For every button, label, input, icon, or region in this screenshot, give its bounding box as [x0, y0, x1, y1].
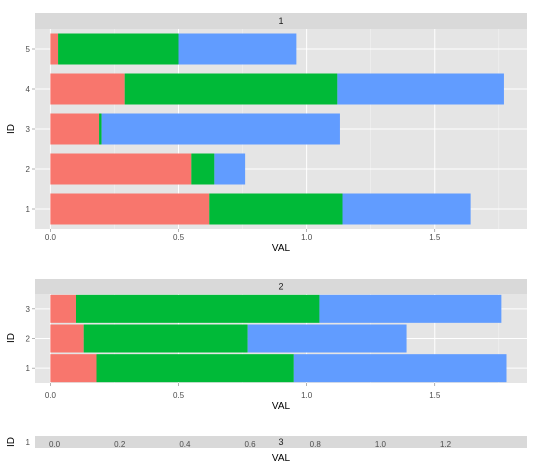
- bar-segment-2-id-4: [124, 73, 338, 105]
- x-tick-label: 1.0: [301, 391, 313, 400]
- x-tick-label: 1.0: [375, 440, 387, 449]
- y-tick-label: 1: [26, 205, 31, 214]
- bar-segment-3-id-4: [337, 73, 504, 105]
- bar-segment-3-id-2: [247, 324, 407, 353]
- x-tick-label: 0.0: [45, 233, 57, 242]
- bar-segment-3-id-5: [178, 33, 297, 65]
- x-tick-label: 0.5: [173, 233, 185, 242]
- x-tick-label: 0.4: [179, 440, 191, 449]
- facet-strip: [35, 436, 527, 448]
- bar-segment-2-id-2: [83, 324, 248, 353]
- facet-panel-1: 1 0.0 0.5 1.0 1.5 1 2 3 4 5 VAL ID: [6, 13, 527, 254]
- y-tick-label: 4: [26, 85, 31, 94]
- y-tick-label: 1: [26, 364, 31, 373]
- y-axis-title: ID: [6, 437, 17, 447]
- x-tick-label: 0.8: [310, 440, 322, 449]
- bar-segment-1-id-1: [50, 193, 210, 225]
- x-tick-label: 1.5: [429, 391, 441, 400]
- bar-segment-1-id-4: [50, 73, 125, 105]
- x-axis-title: VAL: [272, 401, 291, 412]
- bar-segment-3-id-1: [293, 354, 507, 383]
- bar-segment-1-id-3: [50, 294, 76, 323]
- facet-panel-3: 3 0.0 0.2 0.4 0.6 0.8 1.0 1.2 1 VAL ID: [6, 436, 527, 464]
- x-tick-label: 0.0: [45, 391, 57, 400]
- y-tick-label: 2: [26, 165, 31, 174]
- bar-segment-3-id-2: [214, 153, 246, 185]
- y-tick-label: 3: [26, 305, 31, 314]
- bar-segment-2-id-2: [191, 153, 215, 185]
- x-tick-label: 0.0: [49, 440, 61, 449]
- bar-segment-1-id-5: [50, 33, 59, 65]
- facet-strip: [35, 279, 527, 294]
- x-tick-label: 1.5: [429, 233, 441, 242]
- x-tick-label: 1.2: [440, 440, 452, 449]
- x-axis-title: VAL: [272, 453, 291, 464]
- bar-segment-2-id-1: [96, 354, 294, 383]
- bar-segment-3-id-3: [101, 113, 340, 145]
- y-tick-label: 2: [26, 335, 31, 344]
- bar-segment-1-id-1: [50, 354, 97, 383]
- bar-segment-2-id-1: [209, 193, 343, 225]
- y-tick-label: 1: [26, 438, 31, 447]
- facet-strip-label: 1: [278, 16, 283, 26]
- bar-segment-3-id-3: [319, 294, 502, 323]
- x-tick-label: 0.2: [114, 440, 126, 449]
- x-tick-label: 0.5: [173, 391, 185, 400]
- y-tick-label: 5: [26, 45, 31, 54]
- x-axis-title: VAL: [272, 243, 291, 254]
- bar-segment-1-id-2: [50, 153, 192, 185]
- bar-segment-1-id-2: [50, 324, 84, 353]
- bar-segment-1-id-3: [50, 113, 100, 145]
- x-tick-label: 0.6: [244, 440, 256, 449]
- y-axis-title: ID: [6, 333, 17, 343]
- facet-strip: [35, 13, 527, 29]
- bar-segment-3-id-1: [342, 193, 471, 225]
- x-tick-label: 1.0: [301, 233, 313, 242]
- bar-segment-2-id-3: [99, 113, 102, 145]
- facet-strip-label: 3: [278, 437, 283, 447]
- y-axis-title: ID: [6, 124, 17, 134]
- facet-strip-label: 2: [278, 282, 283, 292]
- bar-segment-2-id-3: [76, 294, 320, 323]
- y-tick-label: 3: [26, 125, 31, 134]
- bar-segment-2-id-5: [58, 33, 179, 65]
- facet-panel-2: 2 0.0 0.5 1.0 1.5 1 2 3 VAL ID: [6, 279, 527, 412]
